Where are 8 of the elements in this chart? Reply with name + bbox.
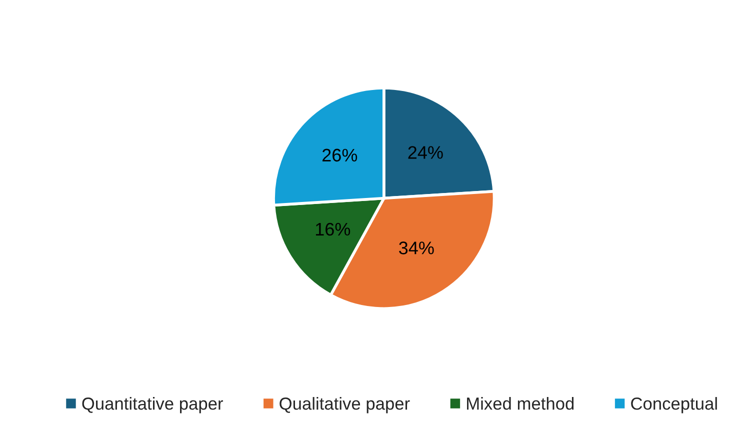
data-label: 24% <box>408 146 443 159</box>
legend-label: Qualitative paper <box>280 397 410 414</box>
data-label: 26% <box>322 148 358 162</box>
data-label: 16% <box>316 222 350 236</box>
legend-label: Quantitative paper <box>82 397 223 414</box>
legend-label: Mixed method <box>467 397 574 410</box>
legend-label: Conceptual <box>631 397 717 414</box>
data-label: 34% <box>399 242 434 254</box>
